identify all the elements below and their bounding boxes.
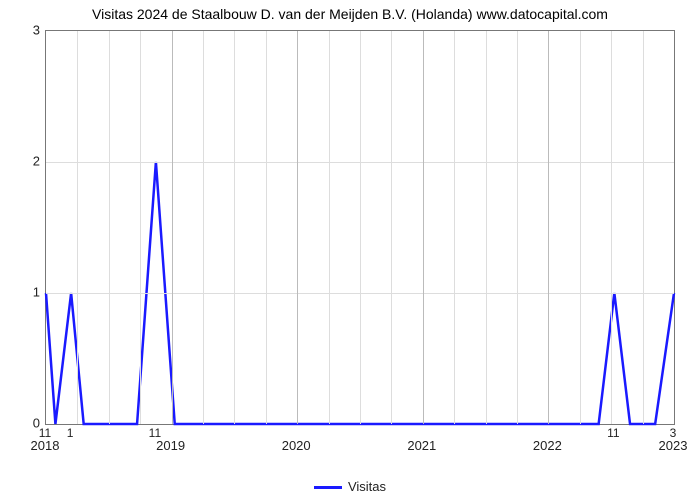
y-tick-label: 1 <box>20 285 40 300</box>
x-tick-label: 2021 <box>407 438 436 453</box>
x-tick-label: 2019 <box>156 438 185 453</box>
x-secondary-label: 11 <box>149 426 161 440</box>
x-tick-label: 2020 <box>282 438 311 453</box>
plot-area <box>45 30 675 425</box>
x-secondary-label: 11 <box>39 426 51 440</box>
legend: Visitas <box>0 479 700 494</box>
x-secondary-label: 3 <box>670 426 677 440</box>
x-tick-label: 2022 <box>533 438 562 453</box>
chart-title: Visitas 2024 de Staalbouw D. van der Mei… <box>0 6 700 22</box>
legend-label: Visitas <box>348 479 386 494</box>
x-secondary-label: 11 <box>607 426 619 440</box>
x-tick-label: 2023 <box>659 438 688 453</box>
chart-container: { "chart": { "type": "line", "title": "V… <box>0 0 700 500</box>
y-tick-label: 2 <box>20 154 40 169</box>
x-secondary-label: 1 <box>67 426 74 440</box>
y-tick-label: 3 <box>20 23 40 38</box>
y-tick-label: 0 <box>20 416 40 431</box>
legend-swatch <box>314 486 342 489</box>
x-tick-label: 2018 <box>31 438 60 453</box>
